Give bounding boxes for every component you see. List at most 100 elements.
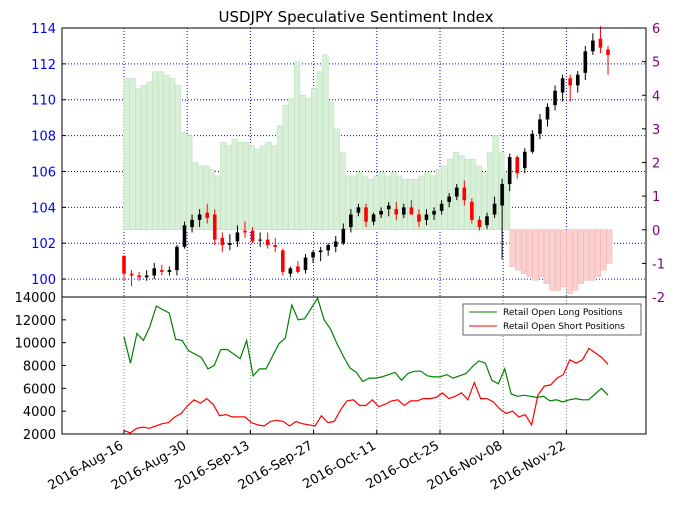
- candle-body: [379, 210, 383, 215]
- candle-body: [144, 275, 149, 278]
- ssi-bar: [186, 135, 193, 231]
- candle-body: [205, 212, 209, 219]
- ssi-bar: [293, 61, 301, 230]
- ssi-bar: [282, 105, 289, 230]
- ssi-bar: [594, 229, 601, 278]
- ssi-bar: [225, 145, 233, 230]
- candle-body: [545, 106, 550, 120]
- legend: Retail Open Long Positions Retail Open S…: [462, 303, 642, 336]
- ssi-bar: [532, 229, 539, 281]
- candle-body: [326, 244, 330, 251]
- positions-tick-label: 12000: [15, 314, 56, 329]
- candle-body: [523, 151, 527, 168]
- ssi-tick-label: -2: [652, 291, 665, 306]
- ssi-bar: [135, 88, 142, 231]
- ssi-bar: [140, 84, 147, 230]
- candle-body: [175, 246, 179, 271]
- ssi-bar: [316, 71, 323, 231]
- candle-body: [371, 214, 376, 222]
- ssi-bar: [549, 229, 556, 291]
- price-candles: [122, 26, 610, 287]
- legend-label-long: Retail Open Long Positions: [503, 308, 623, 318]
- candle-body: [568, 78, 572, 86]
- ssi-bar: [435, 168, 443, 231]
- candle-body: [228, 243, 232, 245]
- ssi-histogram: [123, 54, 613, 294]
- ssi-bar: [356, 172, 363, 230]
- ssi-bar: [447, 158, 454, 230]
- ssi-bar: [259, 145, 267, 230]
- ssi-bar: [600, 229, 607, 271]
- ssi-bar: [163, 74, 170, 230]
- ssi-bar: [231, 138, 238, 230]
- ssi-bar: [157, 71, 164, 231]
- ssi-bar: [606, 229, 613, 264]
- candle-body: [560, 78, 565, 93]
- ssi-bar: [379, 172, 386, 230]
- candle-body: [122, 255, 126, 274]
- ssi-bar: [537, 229, 545, 278]
- candle-body: [462, 187, 467, 201]
- ssi-tick-label: 3: [652, 123, 660, 138]
- ssi-bar: [288, 98, 295, 230]
- legend-box: [462, 303, 642, 336]
- price-tick-label: 114: [31, 22, 56, 37]
- candle-body: [394, 209, 399, 215]
- candle-body: [356, 207, 361, 213]
- ssi-bar: [515, 229, 522, 271]
- candle-body: [553, 90, 557, 106]
- chart-title: USDJPY Speculative Sentiment Index: [218, 8, 493, 26]
- candle-body: [591, 40, 595, 52]
- candle-body: [386, 205, 391, 210]
- positions-tick-label: 14000: [15, 291, 56, 306]
- ssi-bar: [572, 229, 579, 291]
- candle-body: [182, 225, 187, 247]
- ssi-bar: [242, 142, 250, 230]
- series-line: [123, 296, 609, 403]
- ssi-bar: [396, 175, 403, 230]
- ssi-tick-label: -1: [652, 257, 665, 272]
- candle-body: [606, 49, 610, 55]
- candle-body: [454, 187, 459, 197]
- candle-body: [288, 268, 293, 274]
- ssi-bar: [424, 172, 431, 230]
- positions-tick-label: 10000: [15, 337, 56, 352]
- candle-body: [137, 275, 141, 278]
- ssi-bar: [503, 172, 511, 230]
- ssi-bar: [203, 165, 210, 231]
- ssi-bar: [276, 125, 284, 230]
- price-tick-label: 110: [31, 94, 56, 109]
- ssi-bar: [265, 142, 272, 230]
- candle-body: [212, 214, 217, 240]
- positions-tick-label: 6000: [23, 382, 56, 397]
- ssi-bar: [583, 229, 590, 281]
- ssi-bar: [254, 148, 261, 230]
- candle-body: [583, 51, 588, 73]
- candle-body: [507, 157, 512, 185]
- price-tick-label: 104: [31, 201, 56, 216]
- ssi-bar: [543, 229, 550, 284]
- candle-body: [364, 207, 368, 222]
- positions-tick-label: 8000: [23, 360, 56, 375]
- candle-body: [538, 119, 542, 134]
- candle-body: [190, 219, 194, 228]
- ssi-bar: [509, 229, 516, 267]
- candle-body: [417, 214, 421, 222]
- positions-tick-label: 2000: [23, 428, 56, 443]
- candle-body: [341, 228, 346, 244]
- candle-body: [470, 201, 474, 220]
- ssi-bar: [123, 78, 130, 230]
- candle-body: [333, 241, 338, 247]
- date-axis: 2016-Aug-162016-Aug-302016-Sep-132016-Se…: [46, 430, 568, 494]
- candle-body: [129, 273, 134, 276]
- ssi-bar: [322, 54, 329, 231]
- candle-body: [424, 214, 429, 220]
- price-tick-label: 112: [31, 58, 56, 73]
- ssi-bar: [589, 229, 596, 281]
- ssi-bar: [197, 165, 204, 231]
- candle-body: [281, 250, 285, 272]
- ssi-bar: [520, 229, 528, 274]
- ssi-bar: [305, 98, 312, 230]
- ssi-bar: [191, 162, 199, 230]
- ssi-bar: [129, 78, 136, 230]
